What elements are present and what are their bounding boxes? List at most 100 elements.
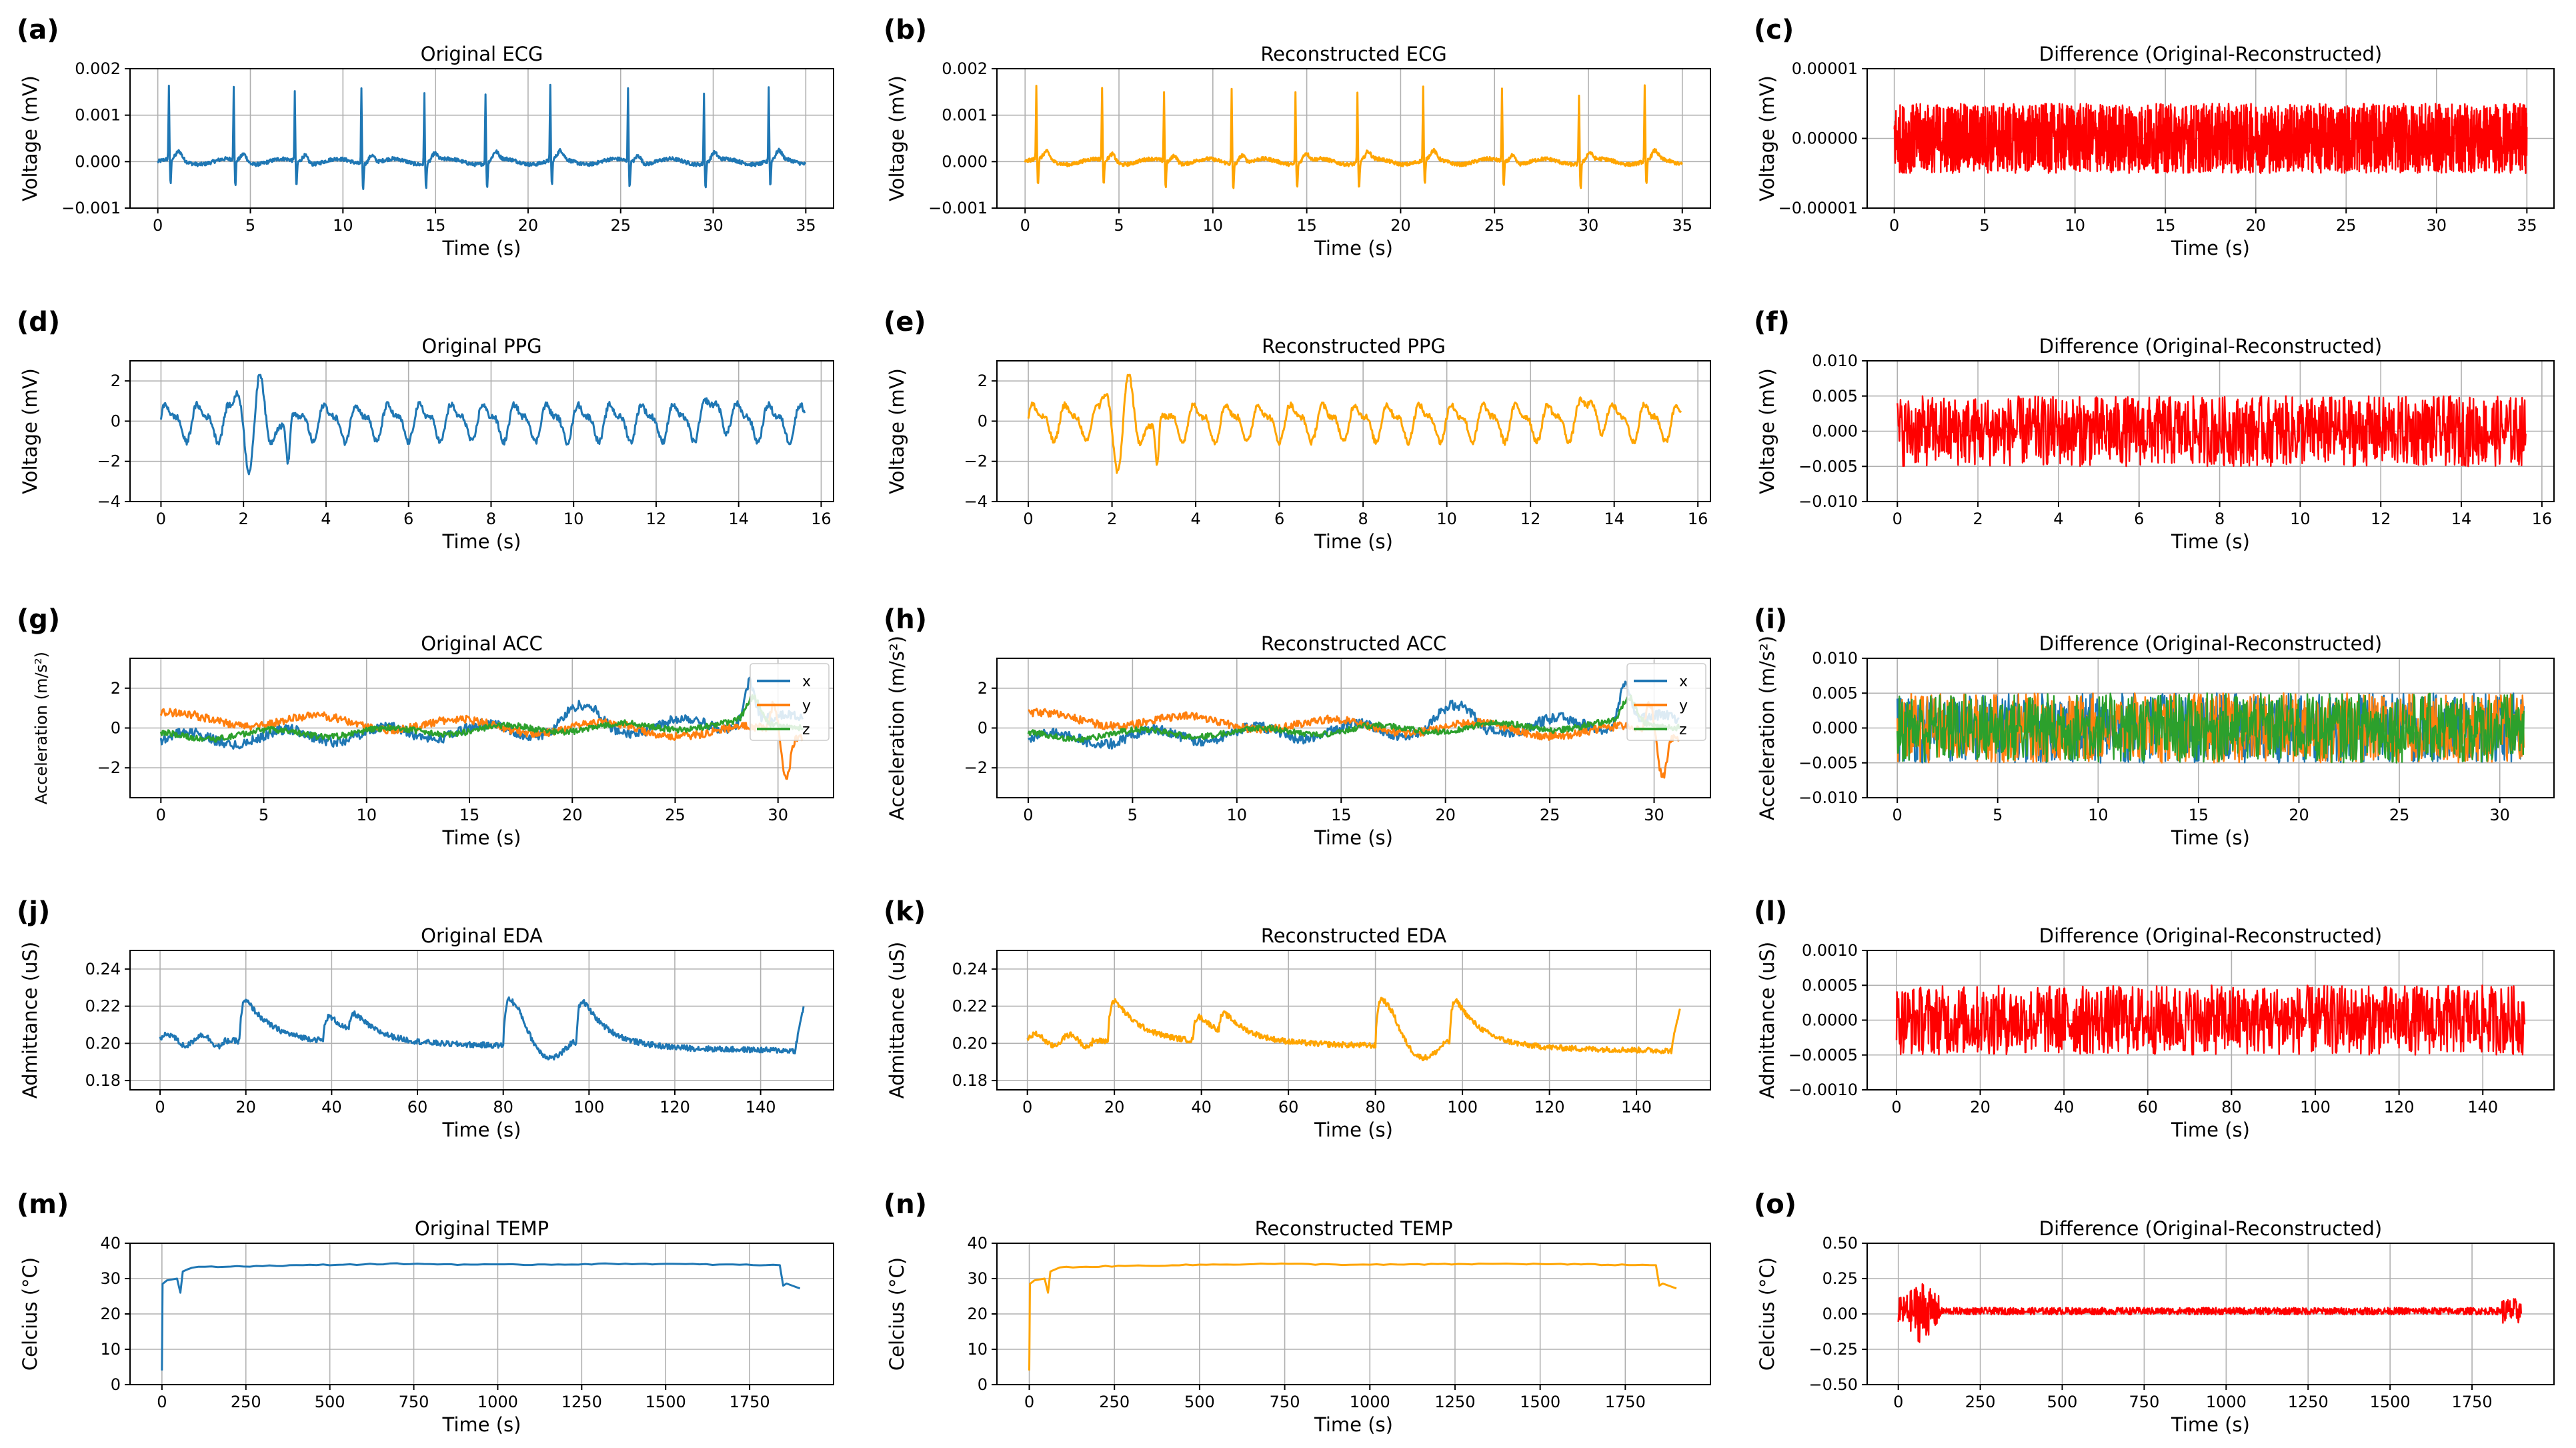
y-tick-label: 10 [100, 1340, 121, 1359]
x-tick-label: 10 [2088, 806, 2109, 824]
x-tick-label: 15 [1296, 216, 1317, 235]
x-tick-label: 0 [1023, 806, 1033, 824]
x-tick-label: 35 [2517, 216, 2537, 235]
series-line-difference [1897, 1283, 2522, 1343]
x-tick-label: 100 [573, 1098, 604, 1117]
series-line-TEMP [161, 1262, 801, 1371]
panel-n: (n) Reconstructed TEMP 0 250 500 750 1000 1250 1… [884, 1189, 1711, 1436]
y-tick-label: 0 [978, 1375, 988, 1394]
y-tick-label: 0.0005 [1802, 976, 1858, 994]
y-tick-label: −4 [964, 492, 988, 511]
x-tick-label: 4 [321, 510, 331, 528]
y-axis-label: Celcius (°C) [886, 1257, 908, 1371]
series-line-ECG [1024, 84, 1683, 189]
x-tick-label: 1750 [2452, 1393, 2493, 1411]
x-tick-label: 1500 [1520, 1393, 1560, 1411]
y-tick-label: −0.005 [1798, 754, 1858, 772]
y-tick-label: 0.50 [1822, 1234, 1858, 1253]
y-tick-label: −0.00001 [1778, 199, 1858, 217]
x-tick-label: 16 [2532, 510, 2553, 528]
chart-title-o: Difference (Original-Reconstructed) [2039, 1217, 2382, 1240]
plot-area-g [159, 676, 804, 780]
x-tick-label: 80 [2221, 1098, 2242, 1117]
plot-area-m [161, 1262, 801, 1371]
x-tick-label: 20 [2289, 806, 2309, 824]
x-axis-label: Time (s) [2171, 826, 2250, 849]
series-line-EDA [159, 996, 805, 1060]
x-tick-label: 4 [2053, 510, 2063, 528]
y-tick-label: 20 [967, 1305, 988, 1323]
x-tick-label: 12 [2371, 510, 2391, 528]
y-tick-label: 0 [978, 412, 988, 430]
y-tick-label: 0 [111, 1375, 121, 1394]
x-tick-label: 0 [1891, 1098, 1901, 1117]
panel-m: (m) Original TEMP 0 250 500 750 1000 1250 1500 17… [17, 1189, 834, 1436]
panel-label-i: (i) [1754, 604, 1787, 635]
x-axis-label: Time (s) [1314, 1413, 1393, 1436]
chart-title-h: Reconstructed ACC [1261, 632, 1446, 655]
series-line-difference [1893, 103, 2528, 174]
panel-c: (c) Difference (Original-Reconstructed) 0 5… [1754, 15, 2555, 259]
y-tick-label: −4 [97, 492, 121, 511]
legend-label-x: x [1679, 674, 1688, 690]
x-tick-label: 0 [1892, 806, 1902, 824]
x-axis-label: Time (s) [2171, 1119, 2250, 1141]
chart-title-j: Original EDA [421, 924, 543, 947]
x-tick-label: 8 [1358, 510, 1368, 528]
x-tick-label: 8 [2215, 510, 2225, 528]
x-tick-label: 0 [1893, 1393, 1903, 1411]
x-axis-label: Time (s) [2171, 1413, 2250, 1436]
x-tick-label: 750 [1270, 1393, 1300, 1411]
x-tick-label: 25 [1540, 806, 1560, 824]
x-tick-label: 4 [1190, 510, 1200, 528]
x-tick-label: 10 [563, 510, 584, 528]
x-tick-label: 25 [2389, 806, 2410, 824]
x-tick-label: 30 [2427, 216, 2447, 235]
panel-e: (e) Reconstructed PPG 0 2 4 6 8 10 12 14 16 −4 −2 0 2 T… [884, 307, 1711, 553]
legend-box [750, 663, 830, 741]
x-tick-label: 250 [231, 1393, 261, 1411]
series-line-EDA [1026, 996, 1681, 1062]
x-tick-label: 750 [399, 1393, 429, 1411]
panel-i: (i) Difference (Original-Reconstructed) 0 5… [1754, 604, 2555, 849]
plot-area-i [1896, 692, 2525, 764]
x-tick-label: 35 [1672, 216, 1692, 235]
x-tick-label: 140 [2467, 1098, 2498, 1117]
x-tick-label: 15 [2189, 806, 2209, 824]
y-tick-label: −0.0010 [1788, 1080, 1858, 1099]
x-tick-label: 120 [660, 1098, 690, 1117]
x-tick-label: 30 [2489, 806, 2510, 824]
y-tick-label: −0.0005 [1788, 1046, 1858, 1064]
y-tick-label: −2 [964, 452, 988, 471]
x-tick-label: 10 [333, 216, 353, 235]
panel-label-h: (h) [884, 604, 927, 635]
chart-title-k: Reconstructed EDA [1261, 924, 1446, 947]
panel-label-g: (g) [17, 604, 60, 635]
plot-area-d [159, 374, 806, 476]
x-tick-label: 140 [746, 1098, 776, 1117]
x-tick-label: 5 [1993, 806, 2003, 824]
x-tick-label: 10 [1227, 806, 1248, 824]
y-tick-label: 0.002 [942, 59, 988, 78]
series-line-z [1896, 692, 2525, 764]
x-tick-label: 0 [1023, 510, 1033, 528]
x-tick-label: 14 [728, 510, 749, 528]
x-tick-label: 0 [1892, 510, 1902, 528]
plot-area-b [1024, 84, 1683, 189]
plot-area-e [1027, 374, 1682, 474]
x-tick-label: 1500 [2370, 1393, 2411, 1411]
y-tick-label: −0.010 [1798, 492, 1858, 511]
panel-g: (g) Original ACC 0 5 10 15 20 25 30 −2 0 2 Time (s) A… [17, 604, 834, 849]
y-tick-label: 0.000 [1812, 719, 1858, 738]
x-tick-label: 0 [1022, 1098, 1032, 1117]
x-tick-label: 10 [356, 806, 377, 824]
x-tick-label: 10 [1436, 510, 1457, 528]
y-tick-label: −2 [97, 452, 121, 471]
x-tick-label: 30 [768, 806, 788, 824]
y-tick-label: 0.005 [1812, 684, 1858, 702]
panel-label-o: (o) [1754, 1189, 1796, 1220]
x-tick-label: 0 [153, 216, 163, 235]
x-axis-label: Time (s) [442, 530, 521, 553]
x-tick-label: 15 [459, 806, 480, 824]
x-tick-label: 10 [1203, 216, 1224, 235]
